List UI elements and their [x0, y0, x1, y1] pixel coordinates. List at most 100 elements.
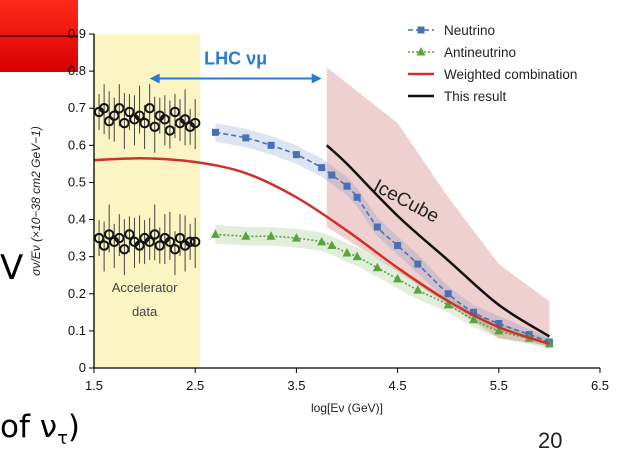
- accelerator-neutrino-point: [134, 110, 145, 121]
- antineutrino-marker: [393, 273, 403, 283]
- neutrino-marker: [414, 260, 422, 268]
- accelerator-neutrino-point: [103, 116, 115, 127]
- legend-label-1: Antineutrino: [444, 45, 516, 60]
- neutrino-marker: [353, 193, 361, 201]
- icecube-band: [326, 67, 550, 346]
- accelerator-antineutrino-point: [93, 232, 105, 244]
- antineutrino-marker: [352, 251, 362, 261]
- antineutrino-marker: [241, 231, 251, 240]
- x-tick-label: 4.5: [389, 378, 407, 393]
- accelerator-antineutrino-point: [103, 229, 115, 240]
- antineutrino-marker: [327, 240, 337, 250]
- accelerator-antineutrino-point: [154, 240, 165, 251]
- antineutrino-marker: [342, 247, 352, 257]
- legend-label-2: Weighted combination: [444, 67, 577, 82]
- x-tick-label: 5.5: [490, 378, 508, 393]
- antineutrino-marker: [317, 236, 327, 246]
- slide-text-fragment-left: V: [0, 248, 24, 288]
- accelerator-label-line2: data: [132, 304, 158, 319]
- accelerator-antineutrino-point: [169, 244, 181, 255]
- x-tick-label: 1.5: [85, 378, 103, 393]
- neutrino-marker: [242, 134, 250, 142]
- accelerator-label-line1: Accelerator: [112, 280, 178, 295]
- fragment-close: ): [67, 409, 81, 445]
- neutrino-marker: [373, 223, 381, 231]
- y-tick-label: 0.3: [68, 249, 86, 264]
- fragment-subscript: τ: [57, 428, 68, 450]
- legend-marker-1: [416, 47, 426, 56]
- page-number: 20: [538, 428, 563, 453]
- neutrino-marker: [444, 290, 452, 298]
- accelerator-neutrino-point: [159, 114, 171, 125]
- accelerator-antineutrino-group: [93, 204, 201, 276]
- accelerator-antineutrino-point: [184, 236, 196, 248]
- neutrino-marker: [318, 164, 326, 172]
- accelerator-antineutrino-point: [114, 232, 125, 244]
- accelerator-antineutrino-point: [164, 236, 176, 248]
- antineutrino-marker: [372, 262, 382, 272]
- antineutrino-marker: [413, 285, 423, 294]
- accelerator-neutrino-group: [93, 84, 201, 153]
- neutrino-marker: [292, 151, 300, 159]
- accelerator-neutrino-point: [119, 117, 130, 129]
- y-tick-label: 0.1: [68, 323, 86, 338]
- neutrino-marker: [495, 319, 503, 327]
- antineutrino-marker: [266, 231, 276, 240]
- accelerator-neutrino-point: [149, 121, 160, 132]
- lhc-label: LHC νμ: [204, 49, 267, 69]
- neutrino-marker: [328, 171, 336, 179]
- slide-text-fragment-bottom: of ντ): [0, 409, 80, 449]
- accelerator-neutrino-point: [98, 103, 110, 114]
- x-tick-label: 2.5: [186, 378, 204, 393]
- lhc-arrow-head-left: [149, 73, 160, 84]
- legend: Neutrino Antineutrino Weighted combination…: [408, 23, 577, 104]
- accelerator-neutrino-point: [169, 106, 181, 118]
- accelerator-antineutrino-point: [149, 229, 160, 240]
- accelerator-antineutrino-point: [144, 236, 155, 248]
- series-band-1: [215, 225, 550, 350]
- neutrino-marker: [343, 182, 351, 190]
- antineutrino-marker: [469, 314, 478, 324]
- neutrino-marker: [211, 128, 219, 136]
- accelerator-antineutrino-point: [124, 229, 135, 240]
- y-tick-label: 0.6: [68, 137, 86, 152]
- series-line-2: [93, 157, 550, 346]
- accelerator-band: [94, 34, 201, 368]
- accelerator-neutrino-point: [190, 117, 201, 129]
- accelerator-neutrino-point: [109, 110, 120, 121]
- legend-label-3: This result: [444, 89, 507, 104]
- antineutrino-marker: [443, 299, 453, 309]
- y-tick-label: 0.2: [68, 286, 86, 301]
- y-tick-label: 0.9: [68, 26, 86, 41]
- y-axis-label: σν/Eν (×10−38 cm2 GeV−1): [29, 126, 43, 276]
- accelerator-antineutrino-point: [190, 236, 201, 248]
- legend-marker-0: [417, 26, 425, 34]
- accelerator-antineutrino-point: [134, 240, 145, 251]
- fragment-text: of ν: [0, 409, 58, 445]
- y-tick-label: 0.4: [68, 212, 86, 227]
- y-tick-label: 0: [79, 360, 86, 375]
- legend-label-0: Neutrino: [444, 23, 495, 38]
- y-tick-label: 0.7: [68, 100, 86, 115]
- accelerator-neutrino-point: [144, 103, 155, 114]
- accelerator-antineutrino-point: [119, 244, 130, 255]
- antineutrino-marker: [494, 325, 504, 335]
- antineutrino-marker: [210, 229, 220, 238]
- accelerator-neutrino-point: [179, 114, 191, 125]
- lhc-arrow-head-right: [311, 73, 322, 84]
- x-axis-label: log[Eν (GeV)]: [311, 401, 383, 415]
- accelerator-neutrino-point: [164, 125, 176, 136]
- series-line-3: [325, 144, 551, 338]
- series-band-0: [215, 123, 550, 348]
- neutrino-marker: [267, 141, 275, 149]
- accelerator-neutrino-point: [139, 117, 150, 129]
- accelerator-antineutrino-point: [174, 232, 186, 244]
- y-tick-label: 0.5: [68, 174, 86, 189]
- header-color-bar: [0, 0, 78, 72]
- x-tick-label: 3.5: [287, 378, 305, 393]
- series-line-1: [215, 233, 550, 345]
- accelerator-neutrino-point: [114, 103, 125, 114]
- series-line-0: [215, 131, 550, 343]
- neutrino-marker: [394, 242, 402, 250]
